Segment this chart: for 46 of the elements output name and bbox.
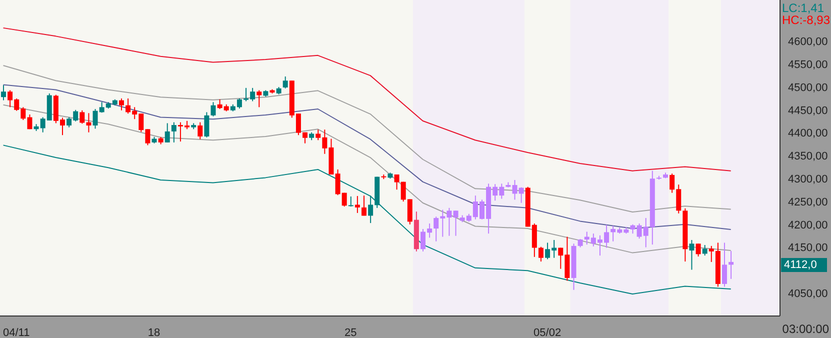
line-series [2,64,732,213]
y-tick-label: 4150,00 [788,242,828,254]
candlestick [198,122,203,140]
candlestick [80,110,85,124]
candlestick [702,244,708,256]
x-tick-label: 05/02 [534,327,562,338]
y-tick-label: 4050,00 [788,288,828,300]
text: 4112,0 [781,258,827,272]
y-tick-label: 4600,00 [788,36,828,48]
candlestick [696,243,701,257]
y-tick-label: 4250,00 [788,196,828,208]
x-tick-label: 18 [148,327,160,338]
candlestick [689,239,694,270]
candlestick [722,242,728,288]
y-tick-label: 4450,00 [788,104,828,117]
candlestick [354,196,360,214]
candlestick [1,84,6,101]
y-tick-label: 4550,00 [788,59,828,72]
candlestick [362,195,367,216]
candlestick [204,112,210,138]
y-tick-label: 4400,00 [788,128,828,140]
line-series [2,104,732,254]
x-tick-label: 25 [344,327,357,338]
y-tick-label: 4300,00 [788,174,828,186]
candlestick [728,250,734,280]
candlestick [453,210,458,236]
line-series [2,144,732,295]
text: HC:-8,93 [782,13,830,27]
candlestick [256,90,262,108]
y-tick-label: 4500,00 [788,82,828,94]
x-tick-label: 04/11 [3,327,30,338]
candlestick [171,122,176,143]
candlestick [164,122,170,143]
candlestick [538,246,544,262]
candlestick [282,76,288,89]
text: 03:00:00 [782,322,829,336]
y-tick-label: 4350,00 [788,150,828,163]
y-tick-label: 4200,00 [788,219,828,232]
candlestick [630,224,636,234]
candlestick [348,196,354,208]
line-series [2,27,732,172]
candlestick [118,98,124,111]
text: LC:1,41 [782,1,824,15]
candlestick [210,102,216,117]
candlestick [86,112,92,133]
line-series [2,84,732,230]
